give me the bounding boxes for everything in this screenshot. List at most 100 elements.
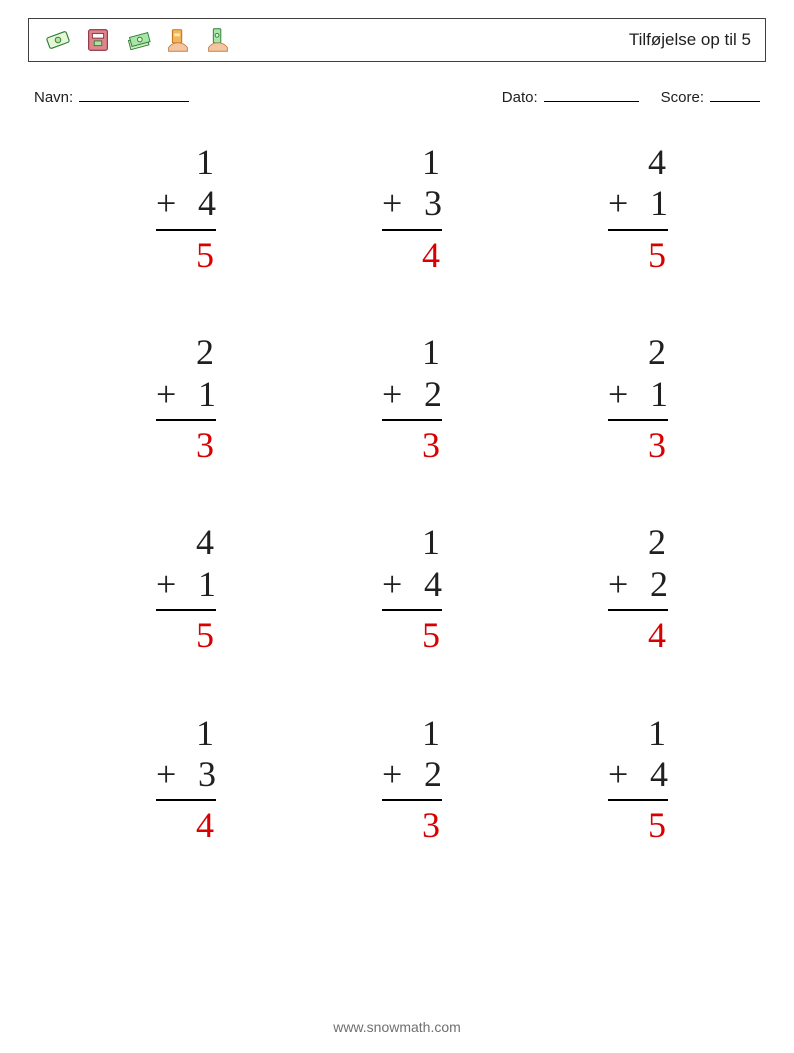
equals-line	[382, 229, 442, 231]
operator: +	[156, 564, 176, 605]
operand-top: 4	[648, 142, 668, 183]
problem: 2+13	[126, 332, 216, 466]
page-title: Tilføjelse op til 5	[629, 30, 751, 50]
operator: +	[156, 374, 176, 415]
operand-row: +3	[382, 183, 442, 224]
answer: 3	[196, 425, 216, 466]
operand-top: 1	[422, 332, 442, 373]
problem: 2+13	[578, 332, 668, 466]
operand-row: +3	[156, 754, 216, 795]
operand-bottom: 1	[198, 564, 216, 605]
operand-top: 4	[196, 522, 216, 563]
equals-line	[156, 419, 216, 421]
header-icon-row	[43, 25, 233, 55]
problem: 1+34	[352, 142, 442, 276]
answer: 5	[422, 615, 442, 656]
answer: 4	[196, 805, 216, 846]
money-wad-icon	[43, 25, 73, 55]
operand-bottom: 1	[198, 374, 216, 415]
equals-line	[608, 799, 668, 801]
operand-top: 2	[648, 522, 668, 563]
equals-line	[608, 609, 668, 611]
equals-line	[382, 419, 442, 421]
operand-top: 1	[422, 522, 442, 563]
problem: 4+15	[578, 142, 668, 276]
problem: 1+45	[126, 142, 216, 276]
operator: +	[156, 754, 176, 795]
equals-line	[382, 799, 442, 801]
operator: +	[608, 374, 628, 415]
header: Tilføjelse op til 5	[28, 18, 766, 62]
equals-line	[382, 609, 442, 611]
equals-line	[156, 229, 216, 231]
name-field: Navn:	[34, 88, 189, 106]
operand-bottom: 3	[424, 183, 442, 224]
operand-row: +1	[608, 183, 668, 224]
operand-bottom: 4	[650, 754, 668, 795]
operand-row: +4	[382, 564, 442, 605]
date-field: Dato:	[502, 88, 639, 106]
operand-bottom: 2	[424, 374, 442, 415]
operand-row: +4	[608, 754, 668, 795]
operand-bottom: 1	[650, 183, 668, 224]
operator: +	[382, 564, 402, 605]
operand-top: 1	[196, 713, 216, 754]
name-label: Navn:	[34, 89, 73, 106]
problem: 1+45	[352, 522, 442, 656]
operand-row: +1	[608, 374, 668, 415]
operand-bottom: 4	[424, 564, 442, 605]
score-label: Score:	[661, 89, 704, 106]
cash-stack-icon	[123, 25, 153, 55]
problem: 1+23	[352, 332, 442, 466]
equals-line	[608, 229, 668, 231]
problem: 4+15	[126, 522, 216, 656]
operand-bottom: 2	[424, 754, 442, 795]
problem: 1+34	[126, 713, 216, 847]
problems-grid: 1+451+344+152+131+232+134+151+452+241+34…	[28, 142, 766, 847]
operator: +	[382, 374, 402, 415]
operand-top: 1	[422, 713, 442, 754]
answer: 5	[196, 235, 216, 276]
operator: +	[608, 754, 628, 795]
operand-row: +2	[382, 754, 442, 795]
answer: 4	[422, 235, 442, 276]
answer: 4	[648, 615, 668, 656]
operand-row: +1	[156, 564, 216, 605]
operand-bottom: 1	[650, 374, 668, 415]
problem: 1+23	[352, 713, 442, 847]
answer: 3	[422, 425, 442, 466]
operator: +	[608, 183, 628, 224]
operand-top: 1	[422, 142, 442, 183]
operand-bottom: 3	[198, 754, 216, 795]
operand-bottom: 4	[198, 183, 216, 224]
answer: 5	[648, 235, 668, 276]
operand-row: +2	[608, 564, 668, 605]
atm-icon	[83, 25, 113, 55]
meta-row: Navn: Dato: Score:	[28, 88, 766, 106]
equals-line	[608, 419, 668, 421]
operator: +	[382, 754, 402, 795]
equals-line	[156, 799, 216, 801]
problem: 1+45	[578, 713, 668, 847]
operand-top: 1	[648, 713, 668, 754]
date-blank[interactable]	[544, 88, 639, 102]
footer-text: www.snowmath.com	[333, 1019, 461, 1035]
problem: 2+2 4	[578, 522, 668, 656]
score-field: Score:	[661, 88, 760, 106]
answer: 3	[422, 805, 442, 846]
hand-cash-icon	[203, 25, 233, 55]
equals-line	[156, 609, 216, 611]
operand-top: 2	[196, 332, 216, 373]
operator: +	[382, 183, 402, 224]
footer: www.snowmath.com	[0, 1019, 794, 1035]
name-blank[interactable]	[79, 88, 189, 102]
score-blank[interactable]	[710, 88, 760, 102]
operator: +	[608, 564, 628, 605]
operand-row: +1	[156, 374, 216, 415]
operand-row: +4	[156, 183, 216, 224]
operand-top: 2	[648, 332, 668, 373]
operand-row: +2	[382, 374, 442, 415]
hand-card-icon	[163, 25, 193, 55]
answer: 5	[648, 805, 668, 846]
answer: 3	[648, 425, 668, 466]
